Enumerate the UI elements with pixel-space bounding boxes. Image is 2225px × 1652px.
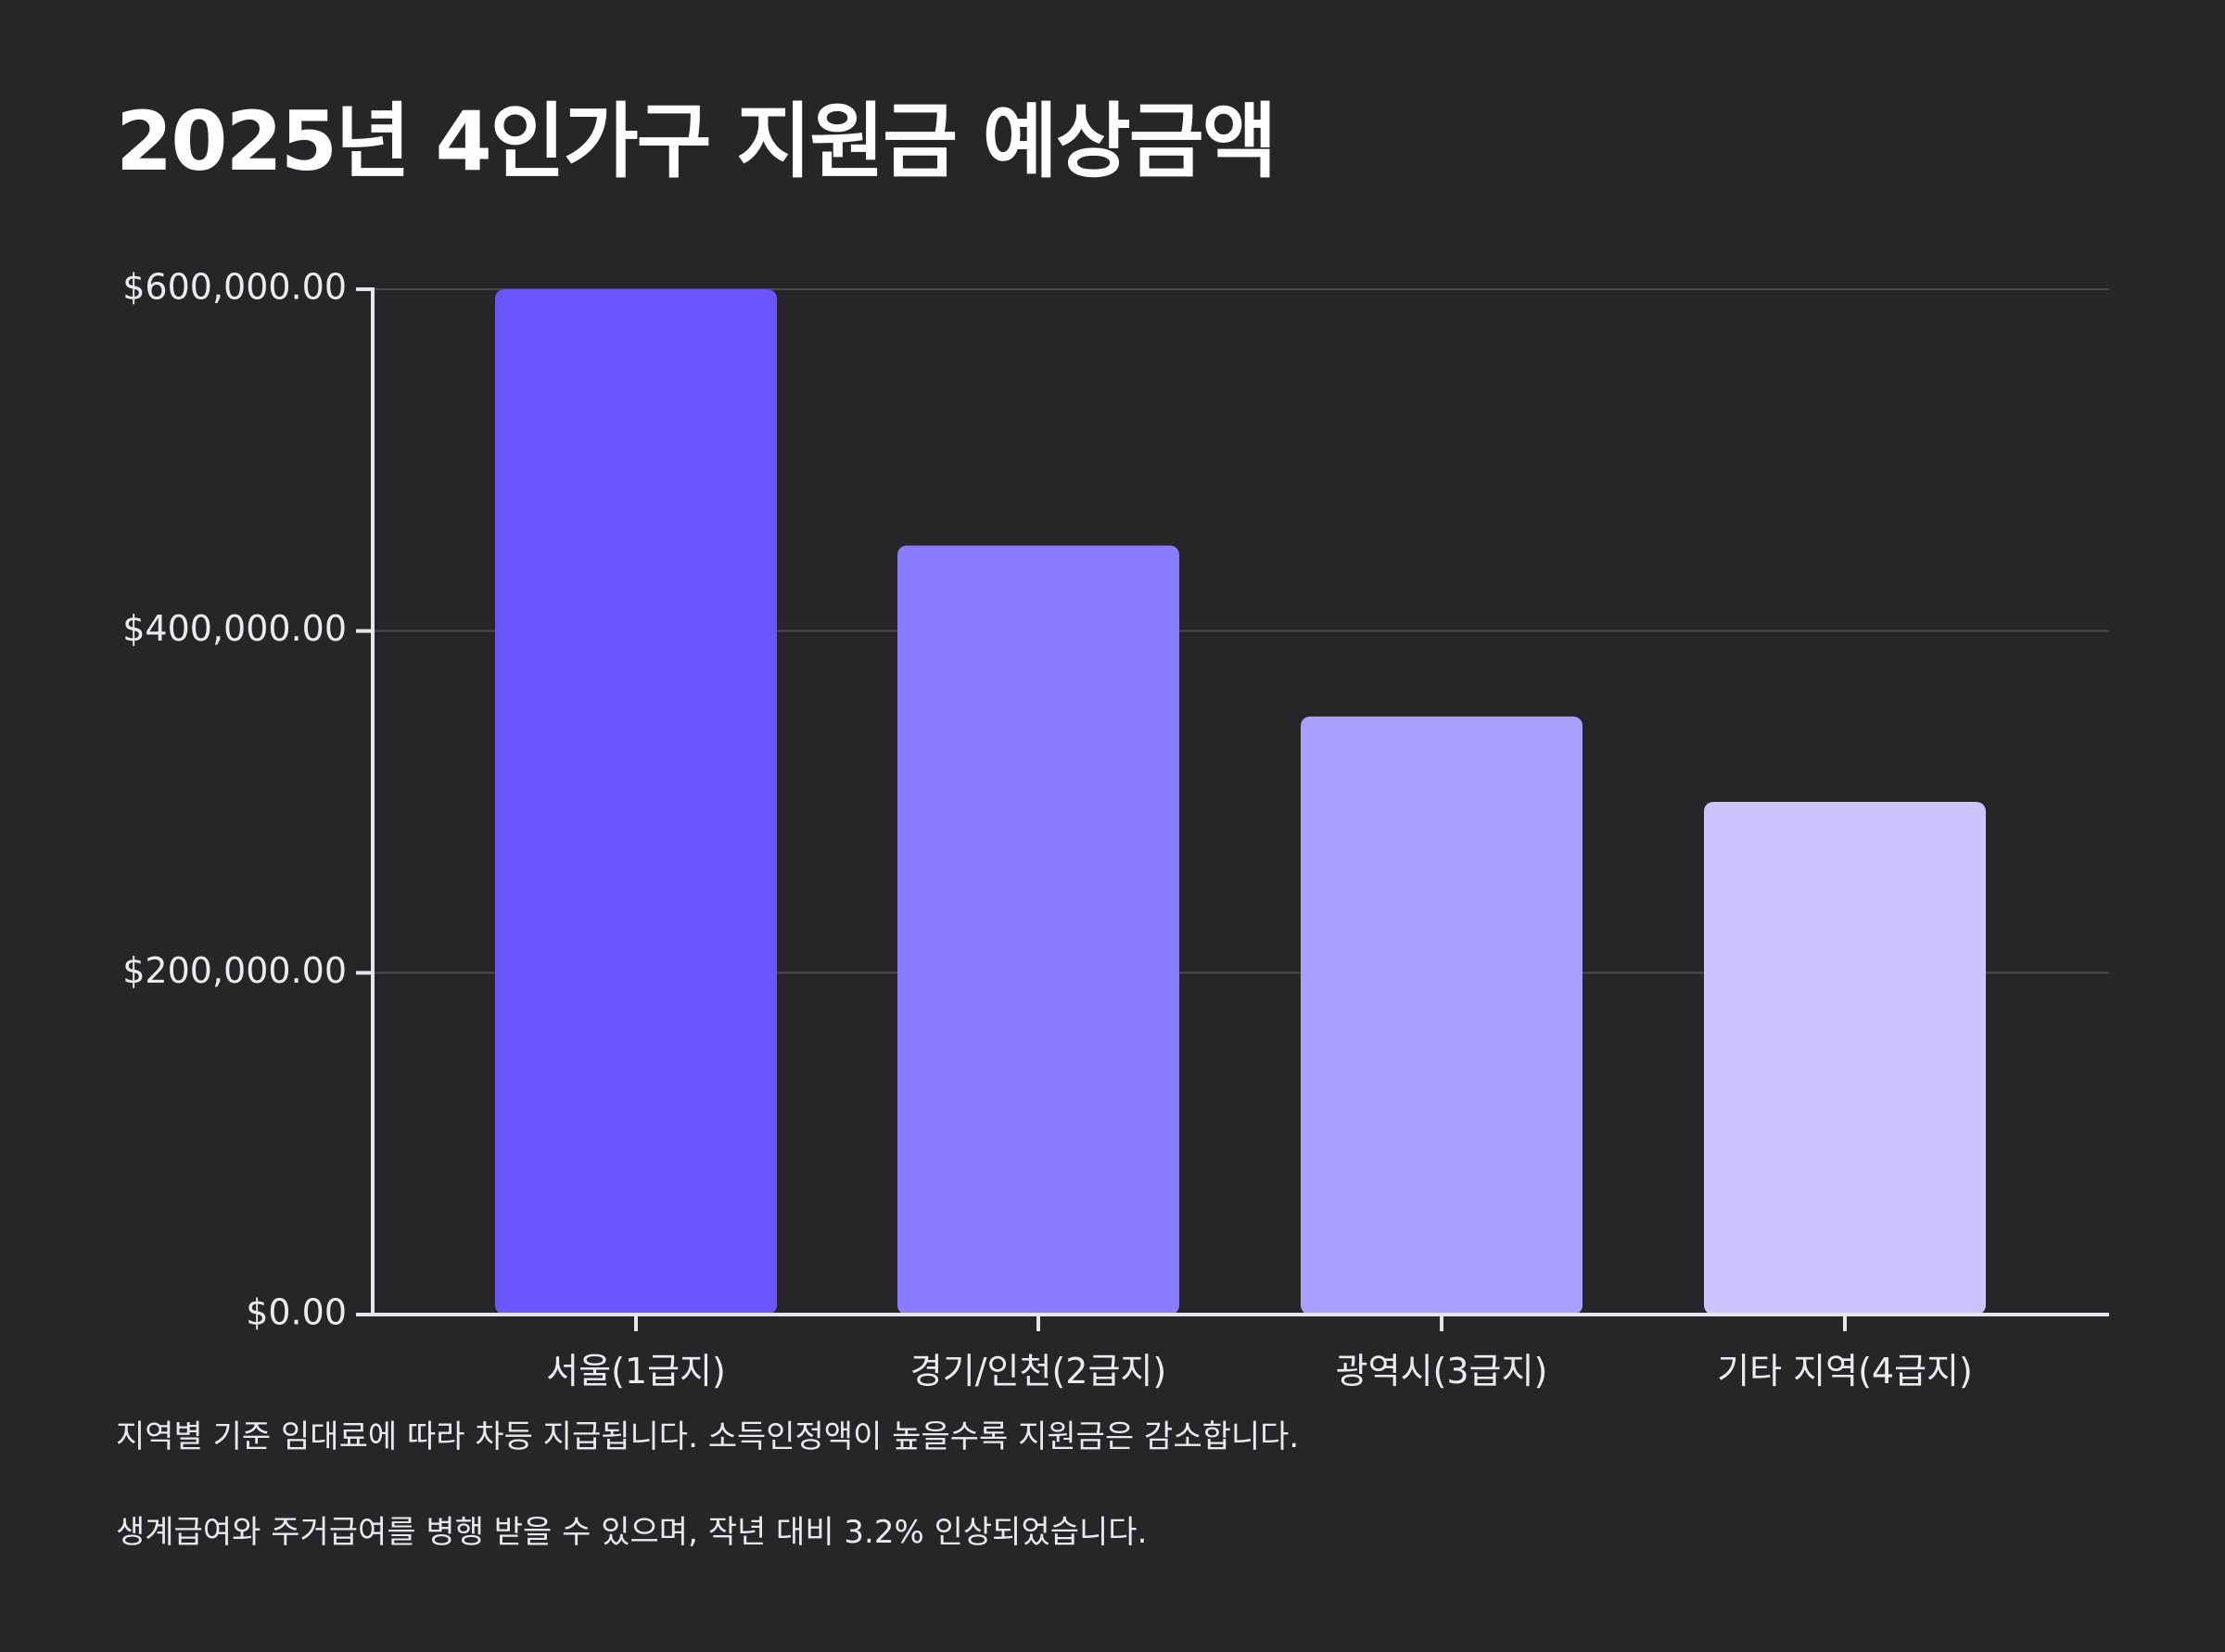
y-tick-label: $600,000.00: [122, 267, 347, 308]
y-tick-label: $0.00: [246, 1292, 347, 1333]
chart-title: 2025년 4인가구 지원금 예상금액: [116, 94, 1278, 189]
y-tick-label: $200,000.00: [122, 950, 347, 991]
note-text: 지역별 기준 임대료에 따라 차등 지급됩니다. 소득인정액이 높을수록 지원금…: [116, 1418, 1300, 1455]
y-tick-label: $400,000.00: [122, 608, 347, 649]
bar: [1301, 716, 1583, 1315]
bar: [897, 545, 1179, 1315]
bar: [495, 289, 777, 1315]
note-text: 생계급여와 주거급여를 병행 받을 수 있으며, 작년 대비 3.2% 인상되었…: [116, 1513, 1148, 1551]
x-tick-label: 경기/인천(2급지): [910, 1351, 1166, 1391]
x-tick-label: 기타 지역(4급지): [1717, 1351, 1973, 1391]
bars: [495, 289, 1986, 1315]
y-ticks: $0.00 $200,000.00 $400,000.00 $600,000.00: [122, 267, 373, 1333]
axes: [371, 287, 2109, 1316]
x-tick-label: 서울(1급지): [546, 1351, 726, 1391]
x-tick-label: 광역시(3급지): [1336, 1351, 1548, 1391]
x-ticks: 서울(1급지) 경기/인천(2급지) 광역시(3급지) 기타 지역(4급지): [546, 1315, 1973, 1391]
notes: 지역별 기준 임대료에 따라 차등 지급됩니다. 소득인정액이 높을수록 지원금…: [116, 1418, 2109, 1609]
bar: [1704, 802, 1986, 1315]
